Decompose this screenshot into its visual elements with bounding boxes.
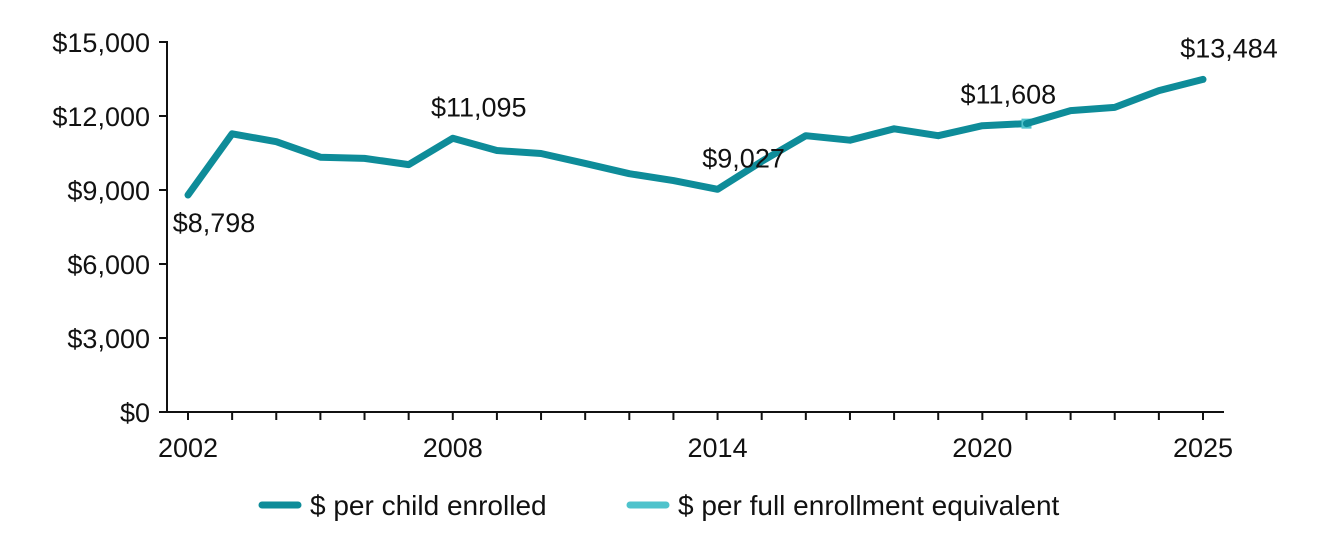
legend: $ per child enrolled $ per full enrollmen… (258, 490, 1060, 521)
series-line-0 (184, 120, 1030, 199)
x-tick-label: 2002 (158, 433, 218, 463)
y-tick-label: $0 (120, 398, 150, 428)
y-tick-label: $15,000 (52, 28, 150, 58)
y-axis: $0 $3,000 $6,000 $9,000 $12,000 $15,000 (52, 28, 168, 428)
data-label: $11,095 (431, 92, 527, 122)
x-tick-label: 2025 (1173, 433, 1233, 463)
legend-label: $ per full enrollment equivalent (678, 490, 1060, 521)
x-axis: 2002 2008 2014 2020 2025 (158, 411, 1233, 463)
x-tick-label: 2014 (688, 433, 748, 463)
series-line-2 (1023, 75, 1207, 128)
series-group (184, 75, 1207, 199)
x-tick-label: 2008 (423, 433, 483, 463)
data-label: $9,027 (702, 143, 785, 173)
y-tick-label: $12,000 (52, 102, 150, 132)
y-tick-label: $6,000 (67, 250, 150, 280)
legend-label: $ per child enrolled (310, 490, 547, 521)
y-tick-label: $3,000 (67, 324, 150, 354)
annotations-group: $8,798 $11,095 $9,027 $11,608 $13,484 (173, 33, 1278, 238)
data-label: $13,484 (1180, 33, 1278, 63)
x-tick-label: 2020 (952, 433, 1012, 463)
data-label: $8,798 (173, 208, 256, 238)
y-tick-label: $9,000 (67, 176, 150, 206)
data-label: $11,608 (961, 80, 1057, 110)
